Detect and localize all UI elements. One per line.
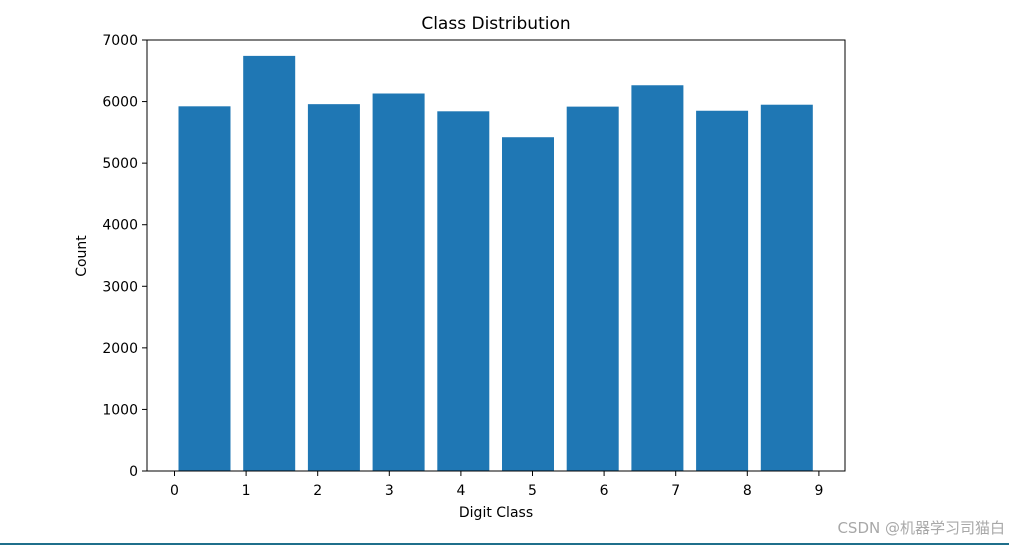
x-tick-label: 7 bbox=[671, 483, 680, 499]
y-axis-label: Count bbox=[74, 235, 90, 277]
x-tick-label: 0 bbox=[170, 483, 179, 499]
y-tick-label: 5000 bbox=[102, 156, 138, 172]
x-tick-label: 1 bbox=[242, 483, 251, 499]
plot-frame bbox=[146, 39, 846, 472]
y-tick-label: 4000 bbox=[102, 218, 138, 234]
x-axis-label: Digit Class bbox=[459, 505, 533, 521]
bar-class-2 bbox=[307, 104, 360, 472]
bar-class-7 bbox=[631, 85, 684, 471]
y-tick-label: 1000 bbox=[102, 402, 138, 418]
bar-class-8 bbox=[696, 110, 749, 471]
y-tick-label: 2000 bbox=[102, 341, 138, 357]
x-axis: 0 1 2 3 4 5 6 7 8 9 bbox=[170, 471, 823, 499]
x-tick-label: 8 bbox=[743, 483, 752, 499]
bar-class-3 bbox=[372, 93, 425, 472]
watermark: CSDN @机器学习司猫白 bbox=[837, 519, 1005, 537]
bar-class-6 bbox=[566, 106, 619, 471]
x-tick-label: 6 bbox=[600, 483, 609, 499]
x-tick-label: 5 bbox=[528, 483, 537, 499]
bottom-divider bbox=[0, 543, 1009, 545]
bars-layer bbox=[178, 55, 813, 472]
y-axis: 0 1000 2000 3000 4000 5000 6000 7000 bbox=[102, 33, 147, 480]
y-tick-label: 3000 bbox=[102, 279, 138, 295]
x-tick-label: 9 bbox=[814, 483, 823, 499]
bar-class-4 bbox=[437, 111, 490, 471]
x-tick-label: 4 bbox=[456, 483, 465, 499]
x-tick-label: 3 bbox=[385, 483, 394, 499]
x-tick-label: 2 bbox=[313, 483, 322, 499]
y-tick-label: 6000 bbox=[102, 95, 138, 111]
y-tick-label: 7000 bbox=[102, 33, 138, 49]
bar-class-5 bbox=[502, 137, 554, 471]
bar-class-1 bbox=[243, 55, 296, 471]
bar-class-9 bbox=[760, 104, 813, 471]
y-tick-label: 0 bbox=[129, 464, 138, 480]
bar-class-0 bbox=[178, 106, 231, 471]
chart-title: Class Distribution bbox=[421, 14, 570, 34]
